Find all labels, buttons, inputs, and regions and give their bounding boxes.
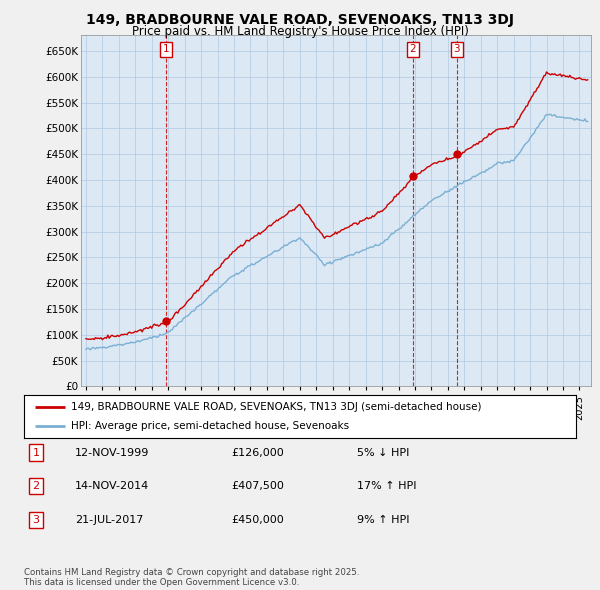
Text: HPI: Average price, semi-detached house, Sevenoaks: HPI: Average price, semi-detached house,… [71, 421, 349, 431]
Text: 3: 3 [454, 44, 460, 54]
Text: 2: 2 [410, 44, 416, 54]
Text: 14-NOV-2014: 14-NOV-2014 [75, 481, 149, 491]
Text: 9% ↑ HPI: 9% ↑ HPI [357, 516, 409, 525]
Text: 17% ↑ HPI: 17% ↑ HPI [357, 481, 416, 491]
Text: 149, BRADBOURNE VALE ROAD, SEVENOAKS, TN13 3DJ: 149, BRADBOURNE VALE ROAD, SEVENOAKS, TN… [86, 13, 514, 27]
Text: 1: 1 [32, 448, 40, 457]
Text: 12-NOV-1999: 12-NOV-1999 [75, 448, 149, 457]
Text: Price paid vs. HM Land Registry's House Price Index (HPI): Price paid vs. HM Land Registry's House … [131, 25, 469, 38]
Text: £407,500: £407,500 [231, 481, 284, 491]
Text: 1: 1 [163, 44, 169, 54]
Text: Contains HM Land Registry data © Crown copyright and database right 2025.
This d: Contains HM Land Registry data © Crown c… [24, 568, 359, 587]
Text: 3: 3 [32, 516, 40, 525]
Text: 21-JUL-2017: 21-JUL-2017 [75, 516, 143, 525]
Text: £450,000: £450,000 [231, 516, 284, 525]
Text: £126,000: £126,000 [231, 448, 284, 457]
Text: 5% ↓ HPI: 5% ↓ HPI [357, 448, 409, 457]
Text: 2: 2 [32, 481, 40, 491]
Text: 149, BRADBOURNE VALE ROAD, SEVENOAKS, TN13 3DJ (semi-detached house): 149, BRADBOURNE VALE ROAD, SEVENOAKS, TN… [71, 402, 481, 412]
